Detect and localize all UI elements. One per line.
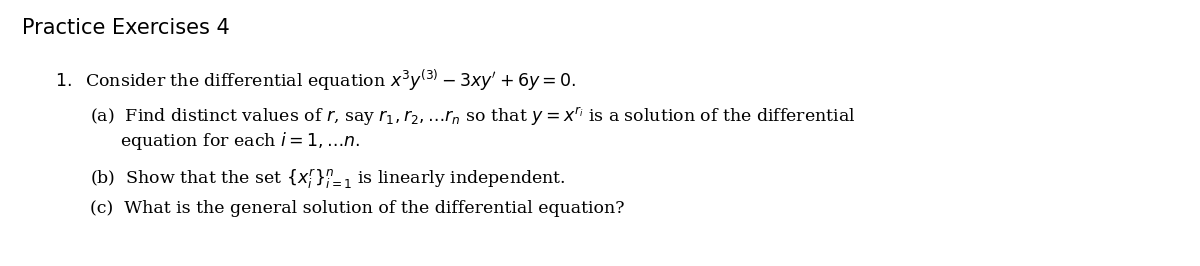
Text: Practice Exercises 4: Practice Exercises 4 — [22, 18, 229, 38]
Text: $1.\;$ Consider the differential equation $x^3y^{(3)} - 3xy' + 6y = 0.$: $1.\;$ Consider the differential equatio… — [55, 68, 576, 93]
Text: (a)  Find distinct values of $r$, say $r_1, r_2, \ldots r_n$ so that $y = x^{r_i: (a) Find distinct values of $r$, say $r_… — [90, 105, 856, 128]
Text: (b)  Show that the set $\{x_i^r\}_{i=1}^{n}$ is linearly independent.: (b) Show that the set $\{x_i^r\}_{i=1}^{… — [90, 167, 565, 191]
Text: equation for each $i = 1, \ldots n.$: equation for each $i = 1, \ldots n.$ — [120, 130, 361, 152]
Text: (c)  What is the general solution of the differential equation?: (c) What is the general solution of the … — [90, 200, 624, 217]
